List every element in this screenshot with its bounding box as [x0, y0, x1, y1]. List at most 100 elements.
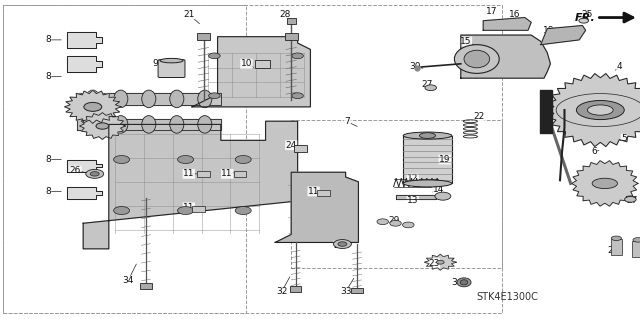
Ellipse shape: [198, 90, 212, 108]
Text: 12: 12: [407, 174, 419, 183]
Text: STK4E1300C: STK4E1300C: [477, 292, 539, 302]
Text: 14: 14: [433, 185, 444, 194]
Text: 18: 18: [543, 26, 555, 35]
Text: 20: 20: [607, 246, 619, 255]
Ellipse shape: [292, 53, 303, 59]
Bar: [351, 288, 363, 293]
Ellipse shape: [425, 85, 436, 91]
Text: 21: 21: [183, 10, 195, 19]
Bar: [3, 5, 246, 313]
Ellipse shape: [588, 105, 613, 115]
Text: 27: 27: [422, 80, 433, 89]
Text: 8: 8: [45, 155, 51, 164]
Bar: [290, 286, 301, 292]
Text: 25: 25: [582, 10, 593, 19]
Text: 5: 5: [621, 134, 627, 143]
Ellipse shape: [198, 116, 212, 133]
Circle shape: [86, 169, 104, 178]
Bar: [197, 171, 210, 177]
Polygon shape: [67, 56, 102, 72]
FancyBboxPatch shape: [158, 60, 185, 78]
Ellipse shape: [403, 132, 452, 139]
Ellipse shape: [435, 192, 451, 200]
Polygon shape: [65, 90, 121, 123]
Ellipse shape: [292, 93, 303, 99]
Bar: [3, 5, 502, 313]
Ellipse shape: [577, 100, 624, 120]
Text: 8: 8: [45, 187, 51, 196]
Text: 7: 7: [345, 117, 350, 126]
Text: 32: 32: [276, 287, 287, 296]
Ellipse shape: [403, 180, 452, 187]
Bar: [287, 18, 296, 24]
Text: 4: 4: [617, 63, 622, 71]
Text: 26: 26: [333, 241, 345, 250]
Bar: [403, 136, 452, 183]
Bar: [192, 206, 205, 212]
Ellipse shape: [454, 45, 499, 73]
Bar: [140, 283, 152, 289]
Ellipse shape: [457, 278, 471, 287]
Bar: [317, 190, 330, 196]
Text: 17: 17: [486, 7, 497, 16]
Text: 10: 10: [241, 59, 252, 68]
Text: 22: 22: [473, 112, 484, 121]
Polygon shape: [461, 35, 550, 78]
Ellipse shape: [592, 178, 618, 189]
Polygon shape: [396, 195, 436, 199]
Text: 28: 28: [279, 10, 291, 19]
Polygon shape: [424, 254, 456, 270]
Ellipse shape: [209, 53, 220, 59]
Text: 6: 6: [591, 147, 596, 156]
Text: 29: 29: [388, 216, 399, 225]
Polygon shape: [77, 93, 221, 105]
Polygon shape: [483, 18, 531, 30]
Ellipse shape: [114, 155, 129, 164]
Polygon shape: [67, 187, 102, 199]
Text: 15: 15: [460, 37, 472, 46]
Ellipse shape: [464, 50, 490, 68]
Ellipse shape: [625, 197, 636, 202]
Text: 9: 9: [153, 59, 158, 68]
Polygon shape: [79, 113, 125, 139]
Ellipse shape: [86, 90, 100, 108]
Polygon shape: [83, 121, 298, 249]
Bar: [234, 171, 246, 177]
Circle shape: [90, 172, 99, 176]
Text: 26: 26: [70, 166, 81, 175]
Polygon shape: [572, 161, 638, 206]
Text: 13: 13: [407, 197, 419, 205]
Text: 11: 11: [183, 169, 195, 178]
Polygon shape: [547, 74, 640, 146]
Text: FR.: FR.: [575, 12, 595, 23]
Ellipse shape: [579, 18, 589, 23]
Bar: [294, 145, 307, 152]
Ellipse shape: [377, 219, 388, 225]
Ellipse shape: [170, 90, 184, 108]
Bar: [255, 60, 270, 68]
Ellipse shape: [114, 116, 128, 133]
Text: 8: 8: [45, 35, 51, 44]
Ellipse shape: [142, 116, 156, 133]
Circle shape: [338, 242, 347, 246]
Bar: [285, 33, 298, 40]
Ellipse shape: [209, 93, 220, 99]
Text: 23: 23: [428, 259, 440, 268]
Ellipse shape: [114, 90, 128, 108]
Ellipse shape: [390, 220, 401, 226]
Ellipse shape: [84, 102, 102, 111]
Text: 33: 33: [340, 287, 351, 296]
Bar: [632, 241, 640, 257]
Text: 30: 30: [409, 63, 420, 71]
Circle shape: [333, 240, 351, 249]
Text: 16: 16: [509, 10, 521, 19]
Ellipse shape: [236, 207, 252, 215]
Ellipse shape: [420, 133, 436, 138]
Polygon shape: [275, 172, 358, 242]
Ellipse shape: [236, 155, 252, 164]
Polygon shape: [77, 119, 221, 130]
Ellipse shape: [160, 58, 183, 63]
Ellipse shape: [611, 236, 621, 241]
Ellipse shape: [403, 222, 414, 228]
Text: 31: 31: [633, 246, 640, 255]
